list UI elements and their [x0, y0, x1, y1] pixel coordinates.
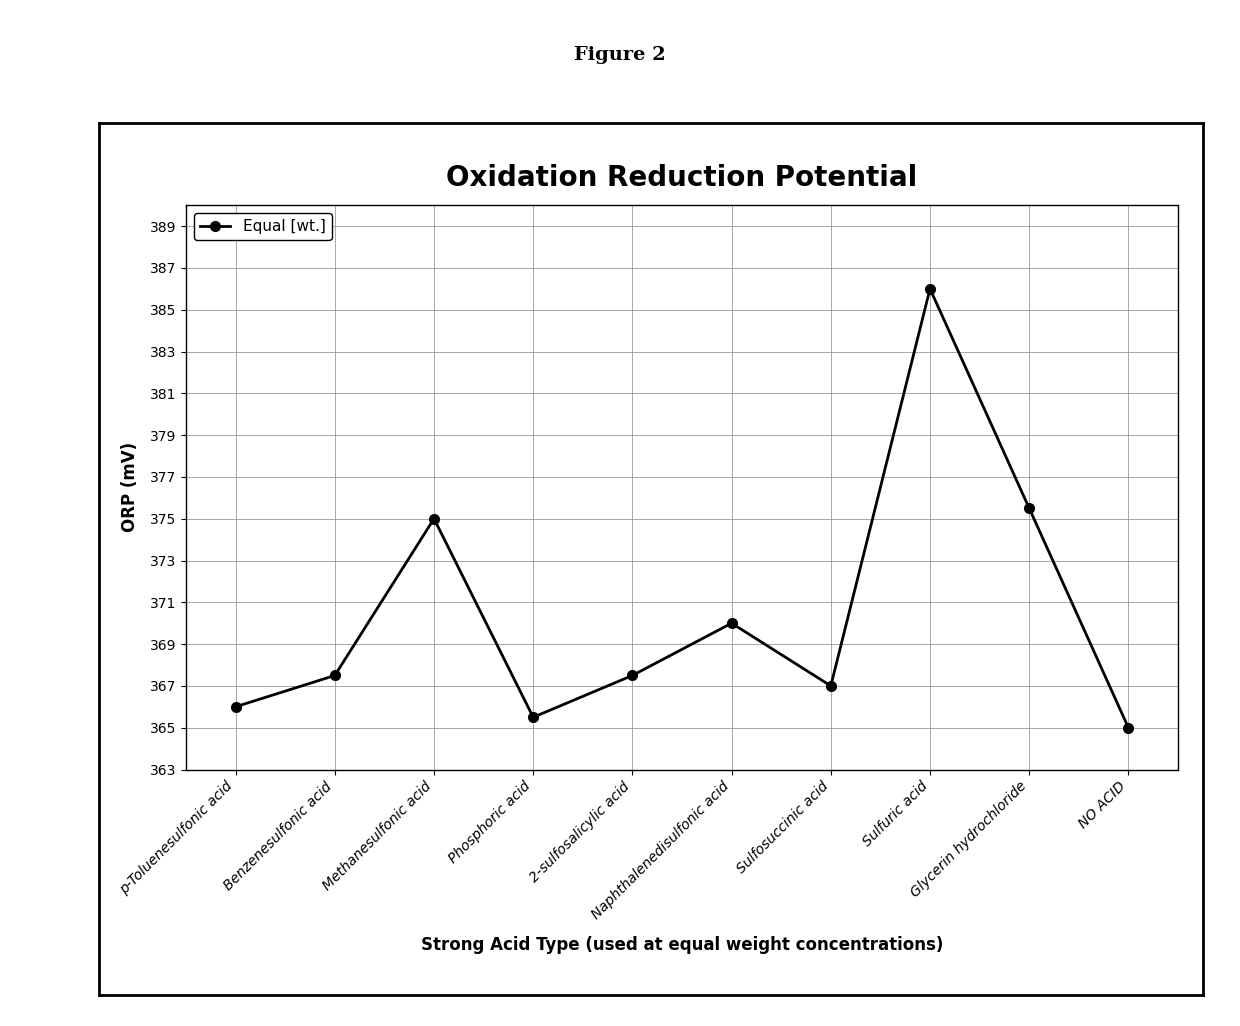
Equal [wt.]	[923, 282, 937, 294]
Line: Equal [wt.]: Equal [wt.]	[231, 284, 1133, 733]
Y-axis label: ORP (mV): ORP (mV)	[120, 442, 139, 532]
X-axis label: Strong Acid Type (used at equal weight concentrations): Strong Acid Type (used at equal weight c…	[420, 936, 944, 954]
Equal [wt.]	[625, 669, 640, 681]
Text: Figure 2: Figure 2	[574, 46, 666, 65]
Legend: Equal [wt.]: Equal [wt.]	[193, 212, 331, 240]
Equal [wt.]	[1022, 502, 1037, 514]
Equal [wt.]	[427, 513, 441, 525]
Equal [wt.]	[526, 711, 541, 723]
Title: Oxidation Reduction Potential: Oxidation Reduction Potential	[446, 164, 918, 192]
Equal [wt.]	[724, 617, 739, 629]
Equal [wt.]	[823, 680, 838, 693]
Equal [wt.]	[228, 701, 243, 713]
Equal [wt.]	[1121, 721, 1136, 734]
Equal [wt.]	[327, 669, 342, 681]
